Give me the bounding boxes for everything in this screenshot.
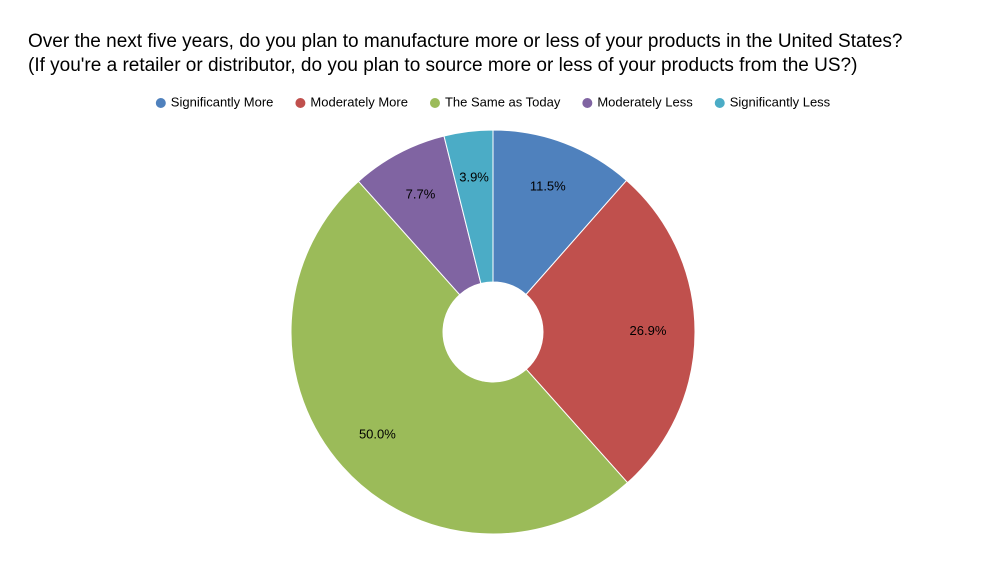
donut-slice (290, 180, 629, 535)
data-label: 7.7% (406, 186, 436, 201)
chart-title: Over the next five years, do you plan to… (28, 31, 902, 52)
donut-slice (525, 179, 696, 484)
legend-label: The Same as Today (445, 94, 561, 109)
legend-label: Significantly Less (730, 94, 831, 109)
legend: Significantly More Moderately More The Sam… (155, 94, 831, 109)
legend-label: Significantly More (171, 94, 274, 109)
data-label: 11.5% (530, 178, 566, 193)
donut-slice (443, 129, 494, 285)
data-label: 26.9% (630, 323, 667, 338)
legend-marker (582, 98, 593, 108)
donut-slice (492, 129, 628, 296)
data-label: 3.9% (459, 170, 489, 185)
legend-marker (714, 98, 725, 108)
legend-marker (155, 98, 166, 108)
legend-marker (295, 98, 306, 108)
data-label: 50.0% (359, 427, 396, 442)
legend-marker (429, 98, 440, 108)
legend-label: Moderately More (310, 94, 408, 109)
legend-label: Moderately Less (597, 94, 693, 109)
chart-subtitle: (If you're a retailer or distributor, do… (28, 55, 857, 76)
